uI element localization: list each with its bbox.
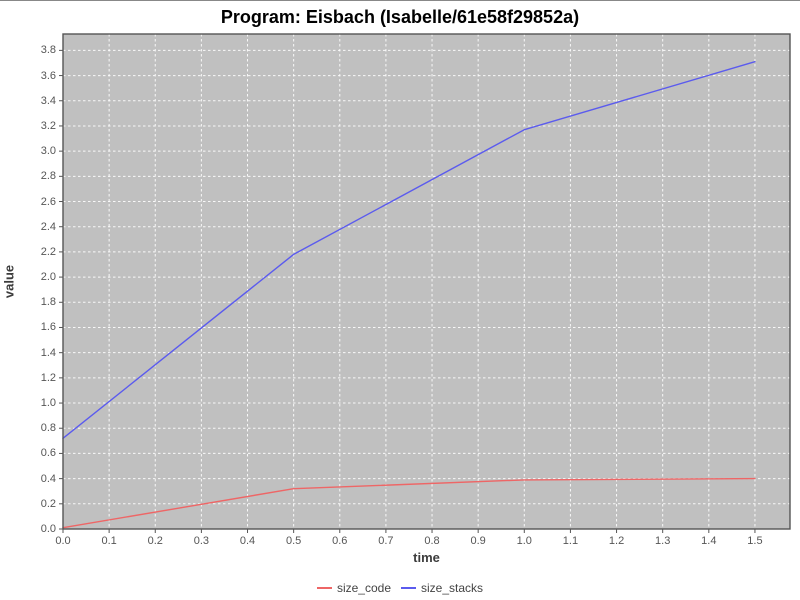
x-axis-label: time [413,550,440,565]
y-axis-label: value [1,264,17,299]
legend-label: size_code [336,581,391,595]
x-tick-label: 1.3 [655,535,671,547]
x-tick-label: 1.5 [747,535,763,547]
y-tick-label: 2.0 [40,271,56,284]
y-tick-label: 1.4 [40,346,56,359]
legend-swatch-icon [316,587,332,589]
x-tick-label: 0.1 [101,535,117,547]
x-tick-label: 1.0 [516,535,532,547]
y-tick-label: 1.2 [40,371,56,384]
y-tick-label: 3.0 [40,145,56,158]
x-tick-label: 0.0 [55,535,71,547]
x-tick-label: 1.4 [701,535,717,547]
legend-item-size_stacks: size_stacks [401,581,483,595]
legend-label: size_stacks [421,581,484,595]
legend: size_code size_stacks [0,579,800,597]
y-tick-label: 2.8 [40,170,56,183]
y-tick-label: 2.6 [40,195,56,208]
y-tick-label: 3.6 [40,69,56,82]
x-tick-label: 0.3 [193,535,210,547]
x-tick-label: 0.4 [239,535,256,547]
y-tick-label: 0.0 [40,523,56,535]
y-tick-label: 3.2 [40,119,56,132]
x-tick-label: 0.2 [147,535,163,547]
x-tick-label: 1.1 [562,535,579,547]
y-tick-label: 2.4 [40,220,56,233]
legend-swatch-icon [401,587,416,589]
x-tick-label: 1.2 [608,535,625,547]
legend-item-size_code: size_code [316,581,391,595]
y-tick-label: 1.6 [40,321,56,334]
y-tick-label: 3.8 [40,44,56,57]
y-tick-label: 0.8 [40,422,56,435]
x-tick-label: 0.5 [285,535,302,547]
x-tick-label: 0.6 [332,535,348,547]
y-tick-label: 2.2 [40,245,56,258]
y-tick-label: 0.6 [40,447,56,460]
x-tick-label: 0.9 [470,535,486,547]
y-tick-label: 1.0 [40,397,56,410]
chart-title: Program: Eisbach (Isabelle/61e58f29852a) [220,7,580,27]
y-tick-label: 0.2 [40,497,56,510]
y-tick-label: 1.8 [40,296,56,309]
y-tick-label: 0.4 [40,472,56,485]
x-tick-label: 0.8 [424,535,440,547]
x-tick-label: 0.7 [378,535,394,547]
y-tick-label: 3.4 [40,94,56,107]
